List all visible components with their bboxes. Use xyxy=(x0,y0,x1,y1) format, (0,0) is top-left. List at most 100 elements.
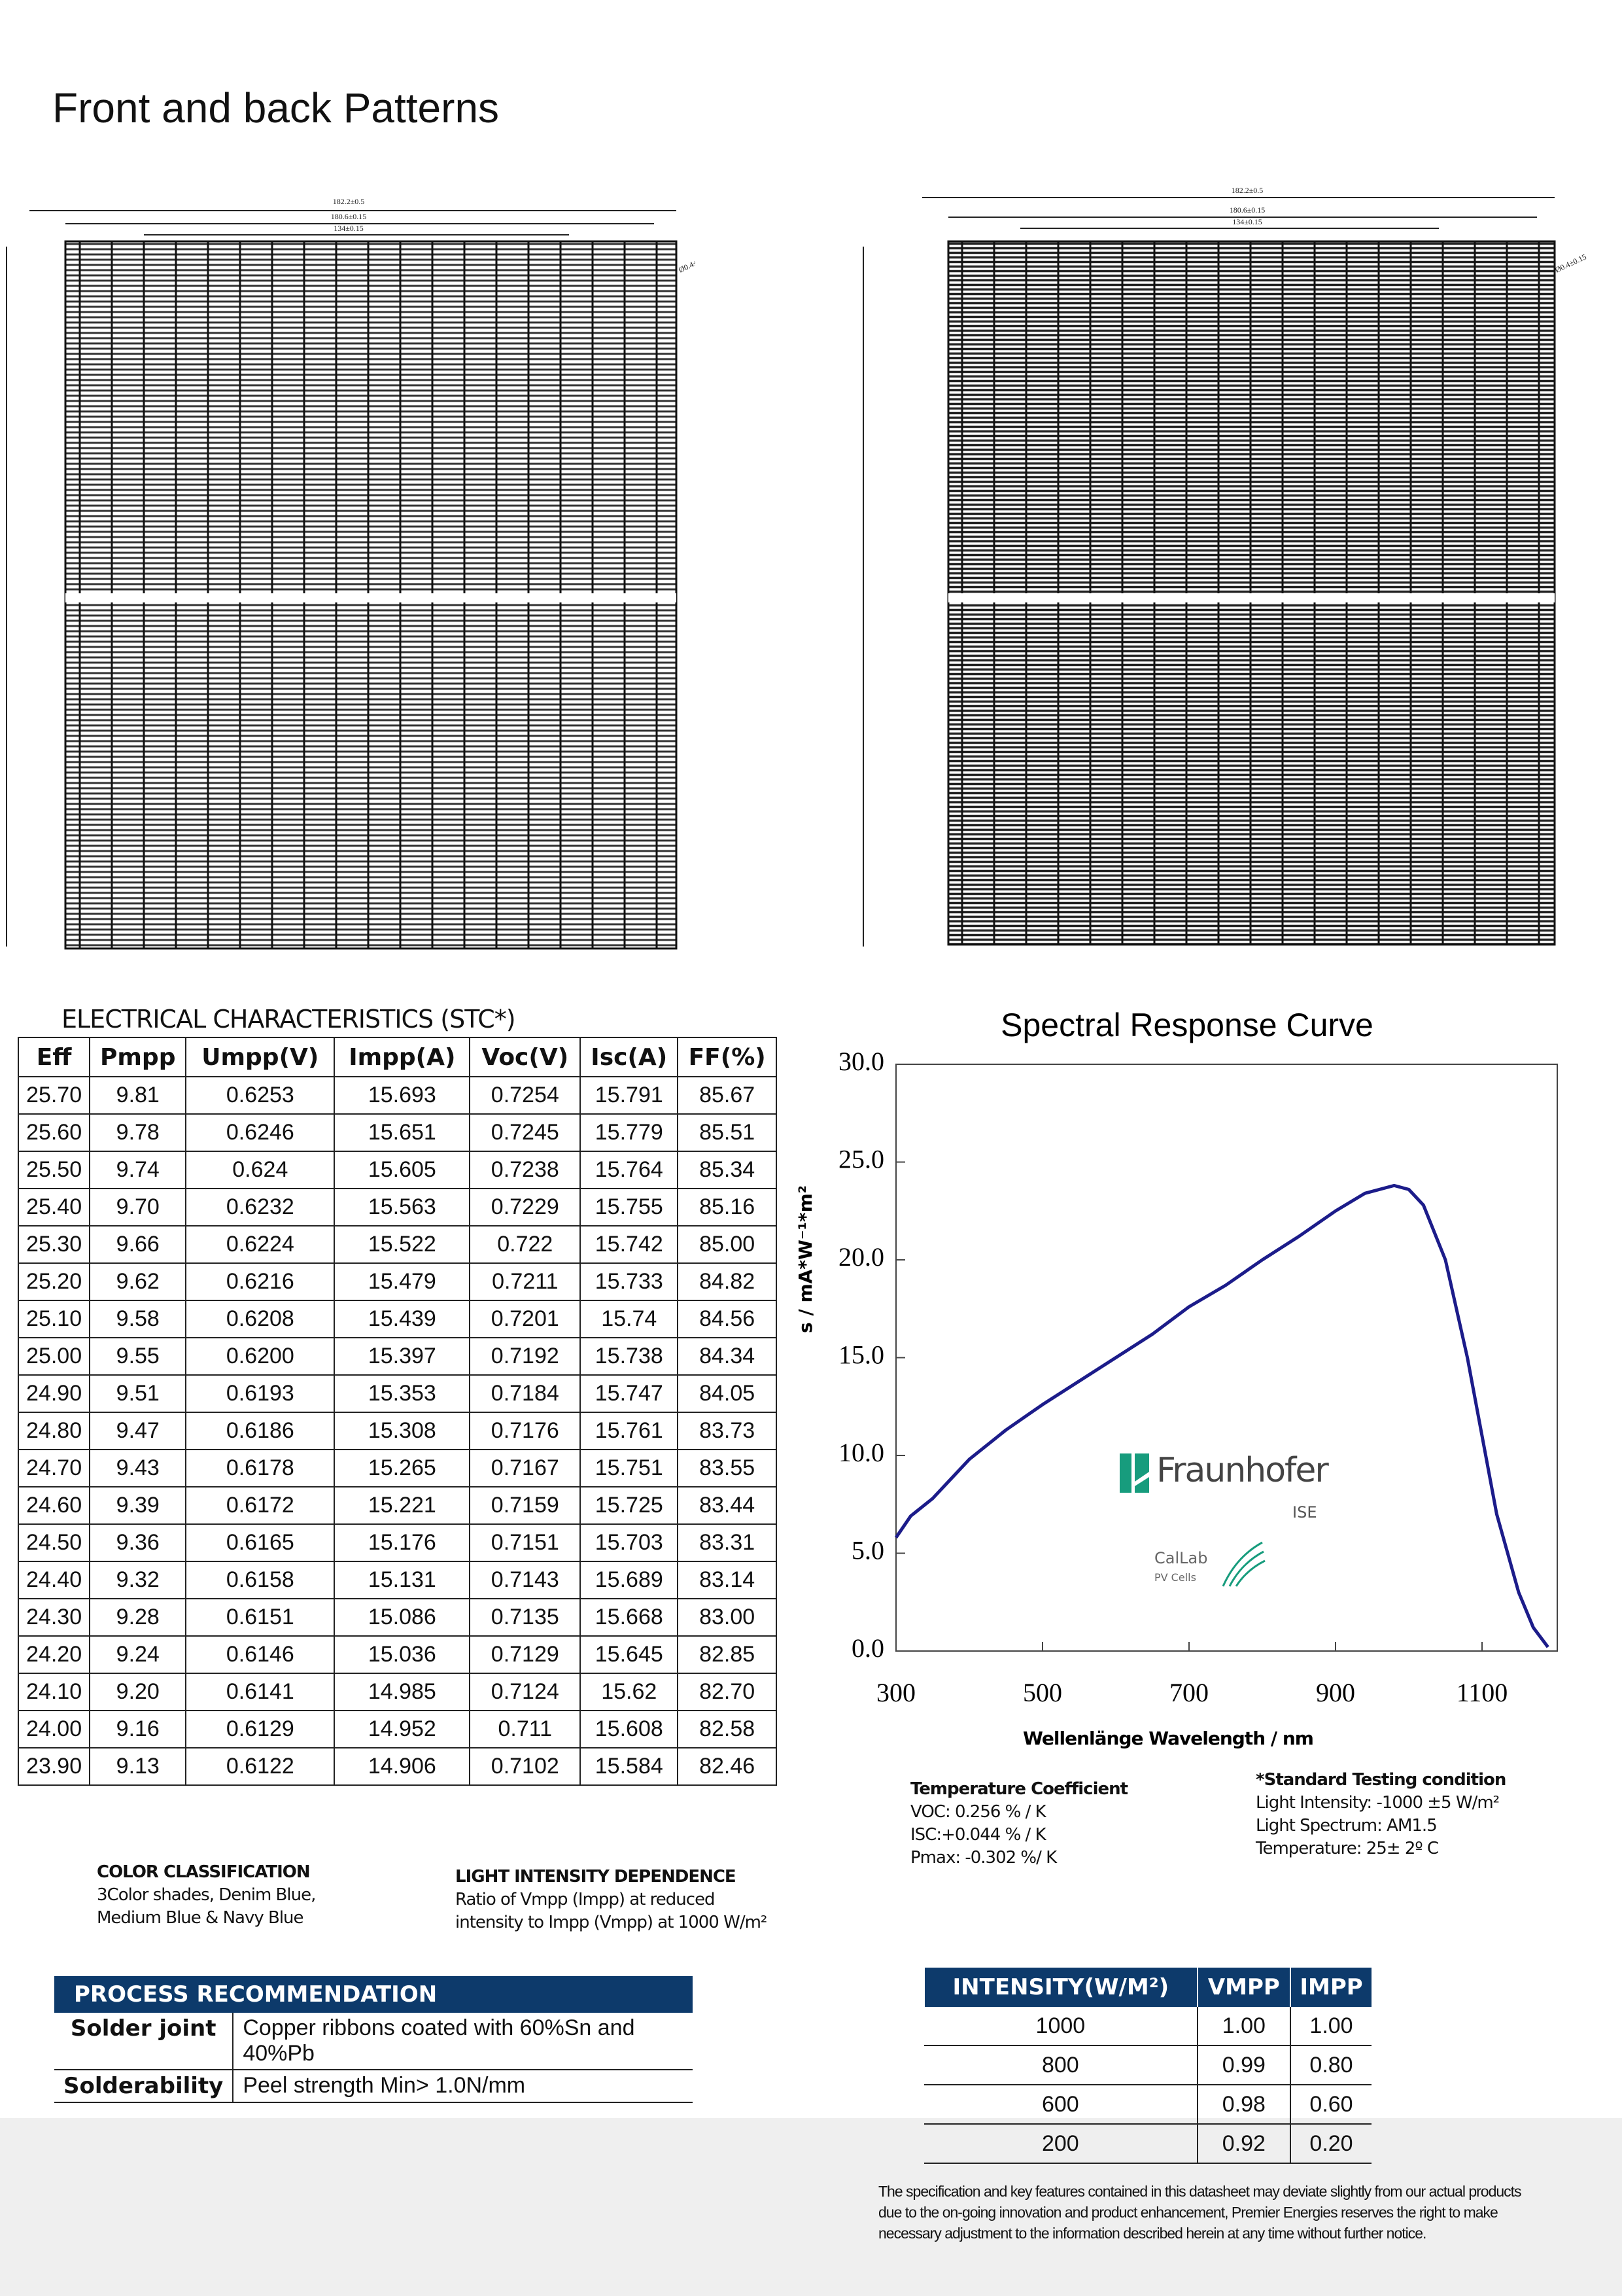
table-cell: 0.711 xyxy=(469,1710,581,1748)
table-cell: 85.16 xyxy=(677,1188,777,1226)
table-cell: 25.30 xyxy=(17,1225,91,1264)
table-cell: 15.779 xyxy=(579,1113,679,1152)
table-row: 25.70 9.81 0.6253 15.693 0.7254 15.791 85.67 xyxy=(17,1076,777,1115)
y-tick-label: 15.0 xyxy=(838,1340,884,1370)
table-cell: 0.6208 xyxy=(185,1300,336,1338)
table-cell: 9.66 xyxy=(89,1225,187,1264)
block-text: Ratio of Vmpp (Impp) at reduced intensit… xyxy=(455,1890,767,1932)
table-cell: 24.70 xyxy=(17,1449,91,1487)
table-cell: 15.668 xyxy=(579,1598,679,1637)
table-row: 25.00 9.55 0.6200 15.397 0.7192 15.738 84.34 xyxy=(17,1337,777,1376)
table-cell: 9.58 xyxy=(89,1300,187,1338)
table-cell: 15.689 xyxy=(579,1561,679,1599)
table-cell: 0.92 xyxy=(1197,2124,1292,2164)
block-title: LIGHT INTENSITY DEPENDENCE xyxy=(455,1867,736,1887)
table-cell: 1.00 xyxy=(1290,2007,1372,2046)
table-cell: 15.751 xyxy=(579,1449,679,1487)
column-header: INTENSITY(W/M²) xyxy=(923,1968,1198,2007)
table-cell: 0.7159 xyxy=(469,1486,581,1525)
table-cell: 0.6193 xyxy=(185,1374,336,1413)
table-row: 24.80 9.47 0.6186 15.308 0.7176 15.761 83.73 xyxy=(17,1412,777,1450)
table-cell: 15.439 xyxy=(334,1300,471,1338)
table-cell: 15.608 xyxy=(579,1710,679,1748)
table-row: 24.00 9.16 0.6129 14.952 0.711 15.608 82.58 xyxy=(17,1710,777,1748)
table-cell: 14.985 xyxy=(334,1673,471,1711)
table-cell: 25.60 xyxy=(17,1113,91,1152)
table-cell: 82.70 xyxy=(677,1673,777,1711)
table-cell: 15.086 xyxy=(334,1598,471,1637)
block-line: Pmax: -0.302 %/ K xyxy=(910,1848,1057,1868)
table-cell: 9.62 xyxy=(89,1262,187,1301)
table-row: 25.30 9.66 0.6224 15.522 0.722 15.742 85.00 xyxy=(17,1225,777,1264)
table-cell: 0.7238 xyxy=(469,1151,581,1189)
table-cell: 15.761 xyxy=(579,1412,679,1450)
lab-subtitle: PV Cells xyxy=(1154,1571,1196,1584)
table-cell: 1000 xyxy=(924,2007,1198,2046)
x-tick-label: 900 xyxy=(1316,1678,1355,1707)
table-cell: 0.6246 xyxy=(185,1113,336,1152)
table-cell: 0.6216 xyxy=(185,1262,336,1301)
table-cell: 15.605 xyxy=(334,1151,471,1189)
x-tick-label: 300 xyxy=(876,1678,916,1707)
table-cell: 15.791 xyxy=(579,1076,679,1115)
table-cell: 83.44 xyxy=(677,1486,777,1525)
spectral-chart: Spectral Response Curve Wellenlänge Wave… xyxy=(795,1007,1558,1749)
y-tick-label: 20.0 xyxy=(838,1242,884,1272)
column-header: Impp(A) xyxy=(334,1037,471,1077)
table-cell: 15.563 xyxy=(334,1188,471,1226)
table-cell: 0.6172 xyxy=(185,1486,336,1525)
table-cell: 9.74 xyxy=(89,1151,187,1189)
table-cell: 15.265 xyxy=(334,1449,471,1487)
table-cell: 0.7184 xyxy=(469,1374,581,1413)
table-cell: 85.51 xyxy=(677,1113,777,1152)
table-cell: 15.725 xyxy=(579,1486,679,1525)
table-cell: 84.56 xyxy=(677,1300,777,1338)
table-cell: 15.738 xyxy=(579,1337,679,1376)
table-cell: 0.7167 xyxy=(469,1449,581,1487)
y-tick-label: 0.0 xyxy=(852,1633,884,1663)
table-cell: 0.722 xyxy=(469,1225,581,1264)
table-cell: Solderability xyxy=(54,2070,234,2103)
table-row: 24.60 9.39 0.6172 15.221 0.7159 15.725 83.44 xyxy=(17,1486,777,1525)
table-cell: 9.55 xyxy=(89,1337,187,1376)
table-cell: 24.10 xyxy=(17,1673,91,1711)
table-cell: 200 xyxy=(924,2124,1198,2164)
table-cell: 15.176 xyxy=(334,1523,471,1562)
block-title: Temperature Coefficient xyxy=(910,1779,1128,1799)
table-cell: 83.14 xyxy=(677,1561,777,1599)
table-cell: 0.6186 xyxy=(185,1412,336,1450)
table-cell: 0.7254 xyxy=(469,1076,581,1115)
table-row: 24.10 9.20 0.6141 14.985 0.7124 15.62 82.70 xyxy=(17,1673,777,1711)
table-row: 24.70 9.43 0.6178 15.265 0.7167 15.751 83.55 xyxy=(17,1449,777,1487)
table-row: 24.20 9.24 0.6146 15.036 0.7129 15.645 82.85 xyxy=(17,1635,777,1674)
table-cell: 0.7211 xyxy=(469,1262,581,1301)
table-cell: 25.50 xyxy=(17,1151,91,1189)
table-cell: 23.90 xyxy=(17,1747,91,1786)
table-cell: 9.16 xyxy=(89,1710,187,1748)
table-cell: 15.651 xyxy=(334,1113,471,1152)
table-cell: 0.7245 xyxy=(469,1113,581,1152)
table-cell: 15.131 xyxy=(334,1561,471,1599)
table-cell: 0.98 xyxy=(1197,2085,1292,2125)
table-cell: 0.6141 xyxy=(185,1673,336,1711)
block-title: *Standard Testing condition xyxy=(1256,1770,1506,1790)
table-cell: 9.36 xyxy=(89,1523,187,1562)
table-cell: 1.00 xyxy=(1197,2007,1292,2046)
table-cell: 9.28 xyxy=(89,1598,187,1637)
table-cell: 82.46 xyxy=(677,1747,777,1786)
table-cell: 15.733 xyxy=(579,1262,679,1301)
line-series xyxy=(894,1183,1549,1648)
table-cell: 0.6253 xyxy=(185,1076,336,1115)
x-tick-label: 700 xyxy=(1169,1678,1209,1707)
column-header: Eff xyxy=(17,1037,91,1077)
table-cell: 25.70 xyxy=(17,1076,91,1115)
table-row: 24.40 9.32 0.6158 15.131 0.7143 15.689 83.14 xyxy=(17,1561,777,1599)
stc-block: *Standard Testing condition Light Intens… xyxy=(1256,1769,1506,1860)
table-cell: 0.6224 xyxy=(185,1225,336,1264)
column-header: FF(%) xyxy=(677,1037,777,1077)
x-axis-label: Wellenlänge Wavelength / nm xyxy=(1023,1728,1313,1749)
table-cell: 0.6129 xyxy=(185,1710,336,1748)
table-header: PROCESS RECOMMENDATION xyxy=(54,1976,693,2013)
y-axis-label: s / mA*W⁻¹*m² xyxy=(795,1185,816,1333)
